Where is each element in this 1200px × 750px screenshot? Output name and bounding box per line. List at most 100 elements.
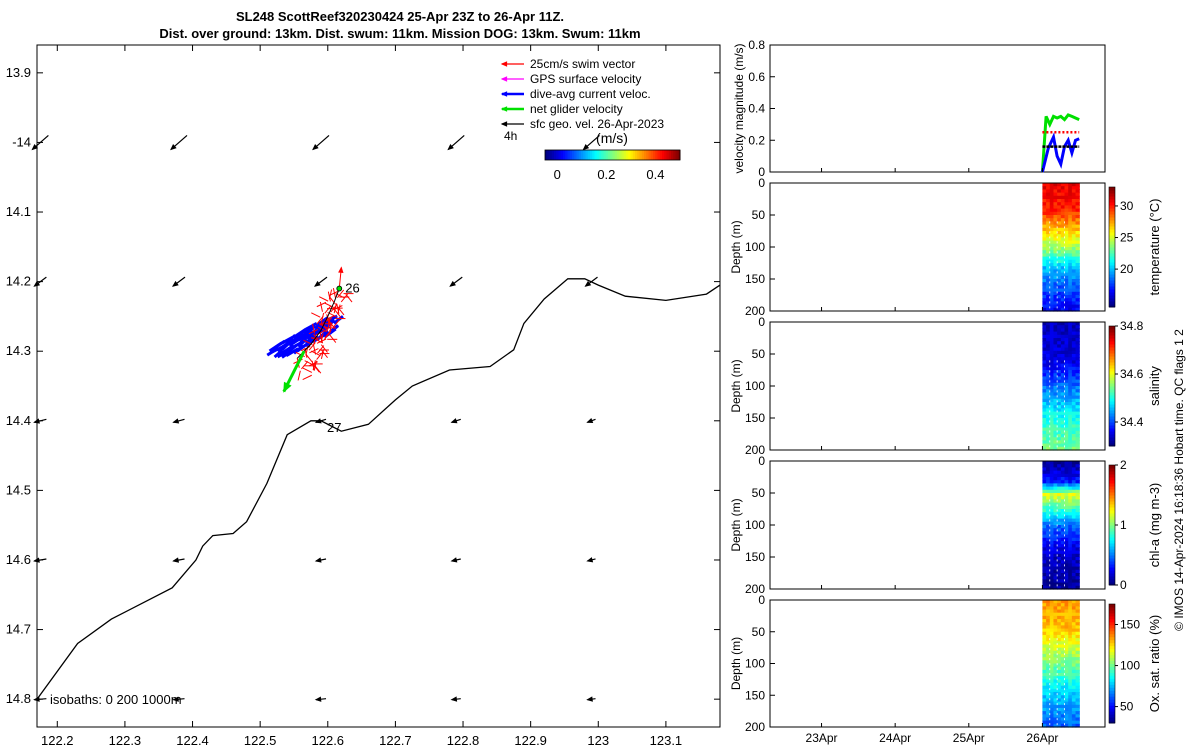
heatmap-cell (1053, 673, 1058, 677)
heatmap-cell (1053, 298, 1058, 302)
heatmap-cell (1071, 711, 1077, 715)
heatmap-cell (1057, 698, 1062, 703)
heatmap-cell (1049, 477, 1055, 481)
heatmap-cell (1049, 641, 1055, 646)
heatmap-cell (1064, 322, 1069, 326)
heatmap-cell (1042, 499, 1047, 504)
heatmap-cell (1049, 266, 1055, 270)
heatmap-cell (1068, 560, 1073, 564)
heatmap-cell (1071, 322, 1077, 326)
heatmap-cell (1075, 707, 1080, 712)
heatmap-cell (1071, 477, 1077, 481)
heatmap-cell (1042, 205, 1047, 210)
heatmap-cell (1068, 334, 1073, 339)
heatmap-cell (1064, 698, 1069, 703)
swim-vector (319, 333, 324, 344)
velocity-y-tick-label: 0 (758, 165, 765, 179)
heatmap-cell (1042, 534, 1047, 539)
geo-velocity-arrowhead (314, 557, 322, 563)
heatmap-cell (1049, 489, 1055, 494)
heatmap-cell (1071, 669, 1077, 674)
heatmap-cell (1042, 619, 1047, 623)
colorbar-segment (632, 150, 636, 160)
heatmap-cell (1042, 525, 1047, 529)
heatmap-cell (1068, 325, 1073, 329)
heatmap-cell (1060, 707, 1066, 712)
heatmap-cell (1064, 275, 1069, 280)
heatmap-cell (1060, 505, 1066, 510)
heatmap-cell (1053, 461, 1058, 465)
heatmap-cell (1064, 550, 1069, 555)
heatmap-cell (1042, 256, 1047, 261)
heatmap-cell (1068, 509, 1073, 513)
heatmap-cell (1068, 386, 1073, 390)
heatmap-cell (1068, 553, 1073, 558)
heatmap-cell (1071, 650, 1077, 655)
heatmap-cell (1071, 211, 1077, 216)
heatmap-cell (1060, 205, 1066, 210)
heatmap-cell (1046, 414, 1051, 419)
depth-tick-label: 200 (745, 304, 765, 318)
heatmap-cell (1049, 704, 1055, 709)
heatmap-cell (1046, 509, 1051, 513)
heatmap-cell (1057, 483, 1062, 488)
heatmap-cell (1049, 606, 1055, 611)
heatmap-cell (1046, 698, 1051, 703)
heatmap-cell (1068, 354, 1073, 358)
heatmap-cell (1060, 437, 1066, 441)
heatmap-cell (1049, 279, 1055, 283)
heatmap-cell (1075, 528, 1080, 532)
heatmap-cell (1071, 186, 1077, 190)
heatmap-cell (1042, 331, 1047, 336)
heatmap-cell (1071, 183, 1077, 187)
heatmap-cell (1068, 322, 1073, 326)
heatmap-cell (1075, 638, 1080, 642)
heatmap-cell (1060, 660, 1066, 665)
colorbar-segment (1109, 534, 1115, 538)
heatmap-cell (1042, 486, 1047, 491)
heatmap-cell (1057, 512, 1062, 516)
heatmap-cell (1075, 405, 1080, 409)
heatmap-cell (1053, 440, 1058, 445)
heatmap-cell (1068, 704, 1073, 709)
heatmap-cell (1064, 402, 1069, 406)
heatmap-cell (1057, 398, 1062, 403)
heatmap-cell (1046, 682, 1051, 687)
heatmap-cell (1064, 392, 1069, 397)
swim-vector (312, 344, 317, 355)
heatmap-cell (1071, 619, 1077, 623)
heatmap-cell (1060, 698, 1066, 703)
colorbar-tick-label: 0 (1120, 578, 1127, 592)
heatmap-cell (1071, 603, 1077, 607)
heatmap-cell (1071, 243, 1077, 248)
heatmap-cell (1060, 366, 1066, 371)
track-start-marker (336, 285, 343, 292)
colorbar-segment (1109, 301, 1115, 305)
heatmap-cell (1049, 370, 1055, 374)
heatmap-cell (1046, 424, 1051, 429)
depth-tick-label: 200 (745, 720, 765, 734)
heatmap-cell (1060, 541, 1066, 545)
heatmap-cell (1053, 259, 1058, 264)
heatmap-cell (1075, 259, 1080, 264)
heatmap-cell (1068, 531, 1073, 536)
heatmap-cell (1064, 477, 1069, 481)
colorbar-segment (1109, 428, 1115, 432)
heatmap-cell (1064, 489, 1069, 494)
heatmap-cell (1068, 344, 1073, 349)
heatmap-cell (1068, 440, 1073, 445)
heatmap-cell (1064, 579, 1069, 584)
heatmap-cell (1060, 461, 1066, 465)
heatmap-cell (1053, 473, 1058, 478)
heatmap-cell (1068, 373, 1073, 377)
depth-tick-label: 100 (745, 657, 765, 671)
depth-tick-label: 100 (745, 518, 765, 532)
heatmap-cell (1071, 600, 1077, 604)
heatmap-cell (1046, 701, 1051, 706)
heatmap-cell (1042, 243, 1047, 248)
heatmap-cell (1046, 446, 1051, 451)
heatmap-cell (1042, 301, 1047, 306)
heatmap-cell (1057, 446, 1062, 451)
heatmap-cell (1042, 427, 1047, 432)
heatmap-cell (1075, 411, 1080, 416)
